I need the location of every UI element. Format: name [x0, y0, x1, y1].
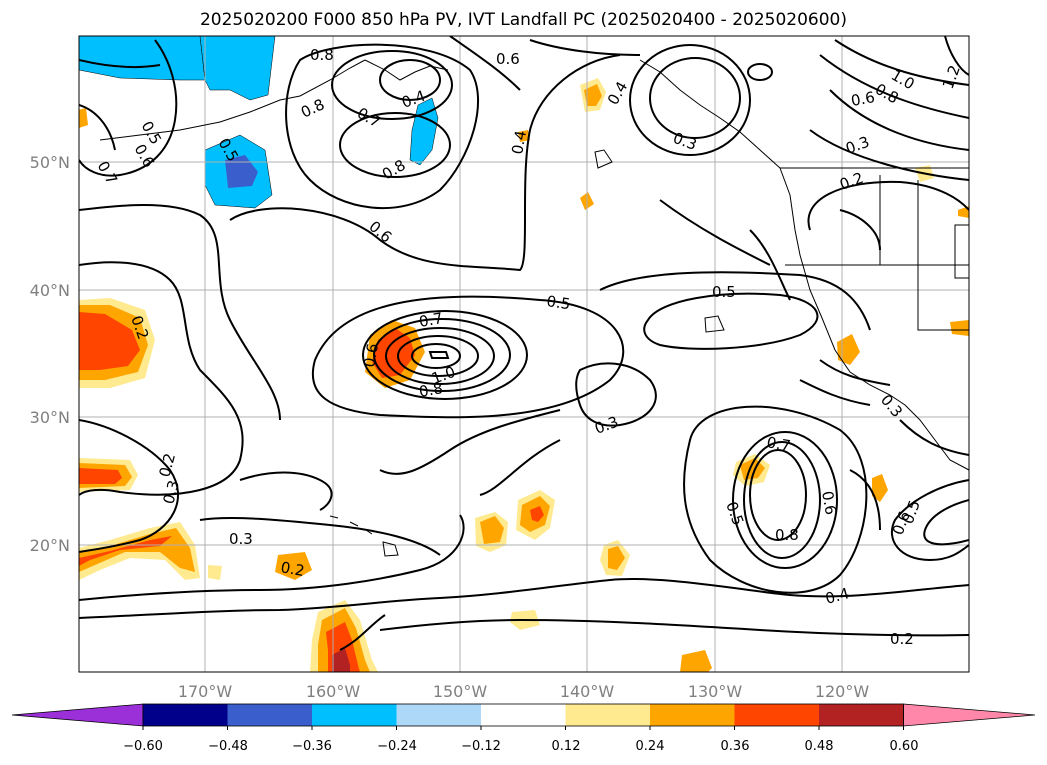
colorbar [11, 703, 1036, 730]
map-title: 2025020200 F000 850 hPa PV, IVT Landfall… [199, 10, 847, 30]
colorbar-segment [143, 704, 228, 726]
pv-shading [79, 36, 969, 672]
contour-label: 0.3 [229, 530, 253, 548]
contour-label: 0.8 [310, 46, 334, 64]
lat-label: 30°N [30, 408, 70, 427]
colorbar-segment [227, 704, 312, 726]
colorbar-tick-label: −0.36 [292, 739, 332, 754]
contour-label: 0.6 [360, 342, 382, 369]
lon-label: 150°W [433, 682, 488, 701]
contour-label: 0.6 [850, 88, 877, 110]
contour-label: 0.8 [418, 379, 445, 401]
lat-label: 40°N [30, 281, 70, 300]
contour-label: 0.8 [775, 526, 799, 544]
coastlines [99, 59, 969, 557]
contour-label: 0.2 [890, 630, 914, 648]
contour-label: 0.3 [159, 478, 183, 506]
contour-lines [79, 36, 969, 651]
map-frame [78, 35, 970, 673]
colorbar-tick-label: 0.24 [636, 739, 665, 754]
colorbar-segment [11, 703, 144, 727]
graticule [79, 36, 969, 672]
lon-label: 120°W [815, 682, 870, 701]
contour-label: 0.2 [279, 558, 306, 580]
contour-label: 0.2 [155, 451, 179, 479]
colorbar-tick-labels: −0.60 −0.48 −0.36 −0.24 −0.12 0.12 0.24 … [123, 739, 918, 754]
contour-label: 0.7 [765, 433, 792, 455]
colorbar-tick-label: 0.60 [890, 739, 919, 754]
lon-label: 130°W [688, 682, 743, 701]
colorbar-segment [734, 704, 819, 726]
longitude-labels: 170°W 160°W 150°W 140°W 130°W 120°W [178, 682, 870, 701]
colorbar-segment [650, 704, 735, 726]
lat-label: 20°N [30, 536, 70, 555]
map-plot-area: 0.8 0.6 0.4 0.8 0.7 0.5 0.6 0.7 0.5 0.8 … [79, 36, 969, 672]
lon-label: 160°W [306, 682, 361, 701]
lat-label: 50°N [30, 153, 70, 172]
colorbar-tick-label: 0.48 [805, 739, 834, 754]
lon-label: 140°W [560, 682, 615, 701]
contour-label: 0.5 [712, 283, 736, 301]
colorbar-tick-label: −0.60 [123, 739, 163, 754]
colorbar-tick-label: −0.24 [377, 739, 417, 754]
lon-label: 170°W [178, 682, 233, 701]
colorbar-segment [396, 704, 481, 726]
colorbar-tick-label: 0.12 [552, 739, 581, 754]
colorbar-frame [142, 703, 904, 727]
colorbar-tick-label: −0.48 [208, 739, 248, 754]
contour-label: 0.6 [496, 50, 520, 68]
colorbar-segment [312, 704, 397, 726]
colorbar-segment [903, 703, 1036, 727]
contour-label: 0.6 [818, 490, 840, 517]
contour-label: 0.4 [508, 129, 530, 156]
contour-label: 0.7 [418, 309, 445, 331]
colorbar-segment [481, 704, 566, 726]
latitude-labels: 50°N 40°N 30°N 20°N [30, 153, 70, 555]
colorbar-tick-label: −0.12 [461, 739, 501, 754]
contour-label: 0.5 [545, 292, 571, 313]
colorbar-segment [819, 704, 904, 726]
colorbar-tick-label: 0.36 [721, 739, 750, 754]
colorbar-segment [565, 704, 650, 726]
contour-label: 0.4 [823, 584, 851, 608]
